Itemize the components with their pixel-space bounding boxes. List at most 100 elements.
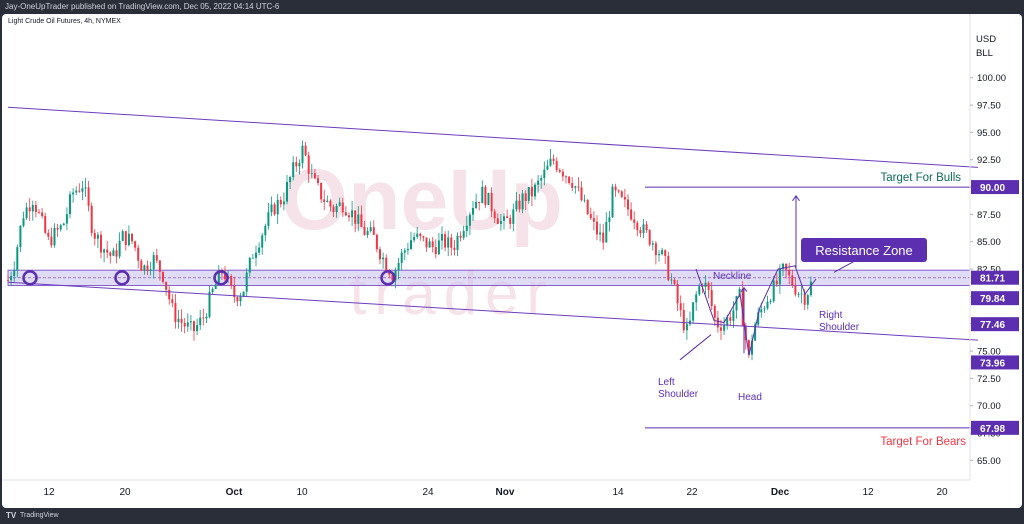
candle-body: [478, 201, 481, 204]
candle-body: [112, 250, 115, 256]
candle-body: [754, 324, 757, 341]
candle-body: [360, 214, 363, 227]
candle-body: [766, 301, 769, 309]
candle-body: [140, 260, 143, 271]
price-marker-label: 67.98: [980, 424, 1005, 435]
candle-body: [205, 316, 208, 319]
candle-body: [617, 190, 620, 192]
candle-body: [661, 250, 664, 255]
candle-body: [115, 250, 118, 257]
candle-body: [233, 285, 236, 298]
candle-body: [267, 212, 270, 226]
candle-body: [788, 269, 791, 276]
price-marker-label: 73.96: [980, 358, 1005, 369]
candle-body: [81, 188, 84, 192]
candle-body: [778, 268, 781, 285]
candle-body: [589, 214, 592, 219]
candle-body: [385, 257, 388, 271]
price-marker-box: [971, 291, 1019, 306]
candle-body: [785, 263, 788, 270]
candle-body: [279, 199, 282, 205]
candle-body: [462, 230, 465, 238]
candle-body: [620, 191, 623, 197]
candle-body: [627, 199, 629, 210]
candle-body: [13, 269, 16, 277]
candle-body: [121, 231, 124, 241]
candle-body: [93, 233, 96, 239]
chart-frame[interactable]: OneUp trader Target For Bulls Target For Be…: [2, 14, 1022, 508]
candle-body: [155, 255, 158, 261]
candle-body: [332, 206, 335, 213]
footer-bar: TV TradingView: [0, 508, 1024, 524]
candle-body: [453, 247, 456, 250]
support-touch-circle: [380, 270, 396, 286]
price-marker-box: [971, 270, 1019, 285]
head-shoulders-outline: [695, 265, 817, 356]
candle-body: [416, 233, 419, 237]
candle-body: [695, 294, 698, 303]
candle-body: [106, 249, 109, 253]
candle-body: [738, 288, 741, 297]
candle-body: [174, 303, 177, 323]
candle-body: [537, 180, 540, 185]
candle-body: [667, 255, 670, 281]
candle-body: [90, 205, 93, 234]
candle-body: [366, 231, 369, 235]
candle-body: [509, 217, 512, 224]
candle-body: [7, 280, 9, 281]
candle-body: [422, 236, 425, 238]
price-tick-label: 70.00: [977, 401, 1001, 412]
candle-body: [676, 283, 679, 304]
candle-body: [403, 250, 406, 253]
candle-body: [769, 301, 772, 302]
candle-body: [496, 218, 499, 224]
candle-body: [72, 192, 75, 195]
candle-body: [772, 280, 775, 302]
time-tick-label: 10: [296, 487, 308, 498]
candle-body: [158, 260, 161, 272]
candle-body: [546, 165, 549, 170]
candle-body: [65, 214, 68, 224]
candle-body: [608, 217, 611, 222]
candle-body: [673, 279, 676, 284]
candle-body: [543, 169, 546, 179]
candle-body: [379, 249, 381, 260]
candle-body: [298, 163, 301, 167]
candle-body: [602, 232, 605, 243]
target-bulls-label: Target For Bulls: [880, 172, 961, 184]
candle-body: [506, 216, 509, 218]
candle-body: [658, 254, 660, 256]
candle-body: [109, 252, 112, 256]
candle-body: [186, 322, 189, 327]
price-tick-label: 75.00: [977, 347, 1001, 358]
candle-body: [338, 202, 341, 206]
candle-body: [605, 221, 608, 243]
candle-body: [348, 215, 350, 218]
candle-body: [803, 293, 806, 305]
candle-body: [242, 291, 245, 297]
price-tick-label: 95.00: [977, 128, 1001, 139]
unit-label: BLL: [976, 48, 993, 59]
candle-body: [282, 201, 285, 205]
candle-body: [648, 230, 651, 245]
candle-body: [685, 324, 688, 331]
candle-body: [394, 270, 397, 281]
publisher-bar: Jay-OneUpTrader published on TradingView…: [0, 0, 1024, 14]
candle-body: [723, 325, 726, 331]
time-tick-label: 20: [119, 487, 131, 498]
neckline-label: Neckline: [713, 271, 752, 282]
candle-body: [732, 310, 735, 321]
candle-body: [354, 210, 357, 224]
candle-body: [757, 312, 760, 325]
price-tick-label: 92.50: [977, 155, 1001, 166]
candle-body: [118, 240, 121, 257]
candle-body: [177, 318, 180, 323]
candle-body: [143, 265, 146, 271]
candle-body: [645, 224, 648, 231]
candle-body: [307, 155, 310, 174]
price-tick-label: 97.50: [977, 101, 1001, 112]
candle-body: [406, 248, 409, 251]
candle-body: [22, 218, 25, 226]
candle-body: [69, 194, 71, 215]
